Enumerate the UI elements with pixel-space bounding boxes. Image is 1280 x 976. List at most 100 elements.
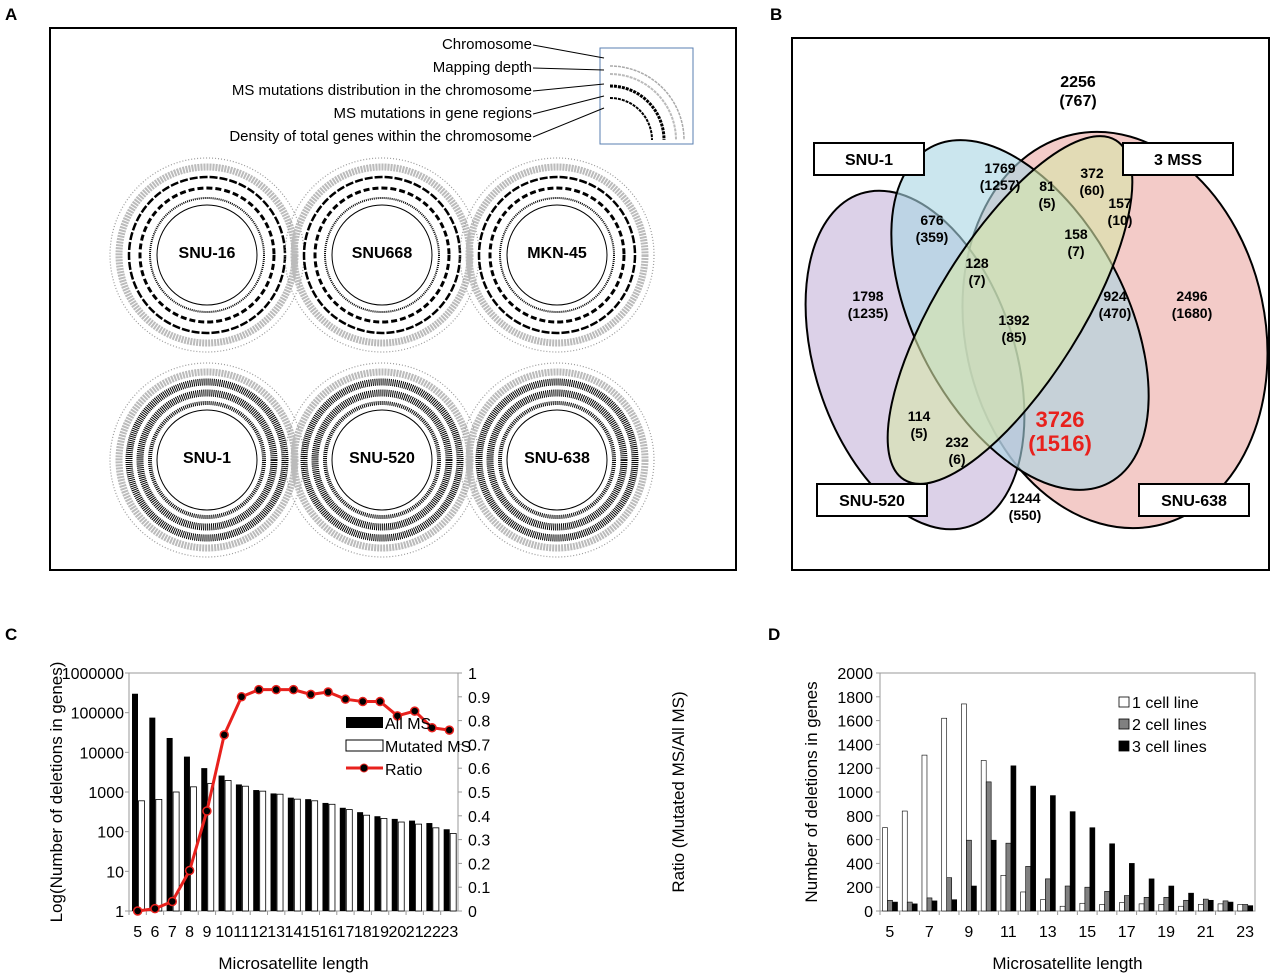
region-count-secondary: (1680) bbox=[1171, 305, 1213, 321]
region-count: 1769 bbox=[984, 160, 1016, 176]
y2-tick-label: 0.9 bbox=[468, 690, 490, 707]
x-tick-label: 22 bbox=[423, 924, 441, 941]
inner-ring bbox=[331, 204, 433, 306]
region-count-secondary: (550) bbox=[1008, 507, 1042, 523]
venn-set-label: SNU-520 bbox=[816, 483, 928, 517]
x-tick-label: 5 bbox=[885, 924, 894, 941]
bar-1-cell bbox=[1158, 904, 1165, 912]
bar-mutated-ms bbox=[432, 827, 440, 912]
x-tick-label: 9 bbox=[964, 924, 973, 941]
bar-mutated-ms bbox=[449, 833, 457, 912]
region-count-secondary: (7) bbox=[968, 272, 986, 288]
y-tick-label: 1600 bbox=[837, 714, 873, 731]
region-count-secondary: (5) bbox=[1038, 195, 1056, 211]
bar-3-cell bbox=[1207, 899, 1214, 912]
region-count-secondary: (1235) bbox=[847, 305, 889, 321]
bar-3-cell bbox=[1089, 827, 1096, 912]
bar-all-ms bbox=[443, 829, 450, 911]
bar-2-cell bbox=[1242, 904, 1249, 912]
legend-swatch bbox=[1118, 696, 1130, 708]
x-tick-label: 11 bbox=[233, 924, 250, 941]
x-tick-label: 18 bbox=[354, 924, 372, 941]
region-count: 2496 bbox=[1176, 288, 1208, 304]
bar-3-cell bbox=[951, 899, 958, 912]
ratio-point bbox=[150, 903, 160, 914]
y2-tick-label: 0.1 bbox=[468, 880, 490, 897]
bar-1-cell bbox=[1237, 904, 1244, 912]
x-tick-label: 23 bbox=[1236, 924, 1254, 941]
region-count: 372 bbox=[1080, 165, 1104, 181]
x-tick-label: 23 bbox=[440, 924, 458, 941]
bar-all-ms bbox=[132, 693, 138, 911]
bar-1-cell bbox=[921, 754, 928, 912]
bar-all-ms bbox=[374, 816, 381, 911]
bar-1-cell bbox=[901, 810, 908, 912]
chromosome-ideogram-ring bbox=[459, 157, 655, 353]
venn-region-count: 128 (7) bbox=[927, 255, 1027, 289]
circos-plot bbox=[459, 362, 655, 558]
bar-1-cell bbox=[1020, 891, 1026, 912]
mapping-depth-ring bbox=[465, 163, 649, 347]
region-count: 1392 bbox=[998, 312, 1030, 328]
y-tick-label: 100000 bbox=[71, 706, 124, 723]
bar-2-cell bbox=[1183, 899, 1189, 912]
venn-region-count: 157 (10) bbox=[1070, 195, 1170, 229]
ratio-point bbox=[375, 696, 385, 707]
y-tick-label: 0 bbox=[864, 904, 873, 921]
x-tick-label: 15 bbox=[302, 924, 320, 941]
ratio-point bbox=[392, 711, 403, 721]
inset-track bbox=[609, 84, 666, 141]
bar-1-cell bbox=[1000, 874, 1007, 912]
ratio-point bbox=[358, 696, 368, 707]
bar-1-cell bbox=[961, 703, 967, 912]
inner-ring bbox=[331, 409, 433, 511]
bar-1-cell bbox=[882, 827, 888, 912]
bar-mutated-ms bbox=[397, 821, 405, 912]
bar-all-ms bbox=[339, 807, 346, 911]
bar-2-cell bbox=[985, 781, 992, 912]
bar-mutated-ms bbox=[224, 780, 232, 912]
legend-swatch-mutated-ms bbox=[345, 739, 384, 752]
ratio-point bbox=[219, 730, 229, 740]
bar-3-cell bbox=[1069, 811, 1076, 912]
region-count: 3726 bbox=[1035, 407, 1085, 432]
legend-chromosome: Chromosome bbox=[441, 36, 532, 53]
legend-leader-line bbox=[532, 67, 605, 71]
bar-mutated-ms bbox=[311, 800, 319, 912]
ratio-point bbox=[340, 694, 351, 704]
ratio-point bbox=[271, 684, 281, 695]
ratio-point bbox=[427, 722, 437, 733]
ratio-point bbox=[323, 687, 333, 697]
bar-2-cell bbox=[946, 877, 953, 912]
bar-2-cell bbox=[1202, 898, 1209, 912]
venn-region-count: 924 (470) bbox=[1065, 288, 1165, 322]
panel-a-frame bbox=[49, 27, 737, 571]
bar-2-cell bbox=[1045, 878, 1051, 912]
region-count-secondary: (10) bbox=[1107, 212, 1133, 228]
region-count-secondary: (1257) bbox=[979, 177, 1021, 193]
y-tick-label: 1800 bbox=[837, 690, 873, 707]
legend-label: All MS bbox=[385, 716, 431, 733]
y-tick-label: 10000 bbox=[80, 745, 125, 762]
x-tick-label: 10 bbox=[215, 924, 233, 941]
y-tick-label: 400 bbox=[846, 856, 873, 873]
ms-gene-region-ring bbox=[311, 389, 453, 531]
ms-distribution-ring bbox=[477, 175, 637, 335]
region-count-secondary: (85) bbox=[1001, 329, 1027, 345]
y-tick-label: 600 bbox=[846, 833, 873, 850]
bar-all-ms bbox=[305, 799, 312, 911]
x-tick-label: 5 bbox=[133, 924, 142, 941]
bar-3-cell bbox=[1188, 892, 1194, 912]
venn-region-count: 81 (5) bbox=[997, 178, 1097, 212]
region-count-secondary: (359) bbox=[915, 229, 949, 245]
bar-all-ms bbox=[409, 820, 416, 911]
bar-3-cell bbox=[1109, 843, 1115, 912]
bar-all-ms bbox=[270, 793, 277, 911]
y-tick-label: 10 bbox=[106, 864, 124, 881]
x-tick-label: 20 bbox=[388, 924, 406, 941]
venn-region-count: 232 (6) bbox=[907, 434, 1007, 468]
bar-all-ms bbox=[235, 784, 242, 911]
y2-tick-label: 0 bbox=[468, 904, 477, 921]
